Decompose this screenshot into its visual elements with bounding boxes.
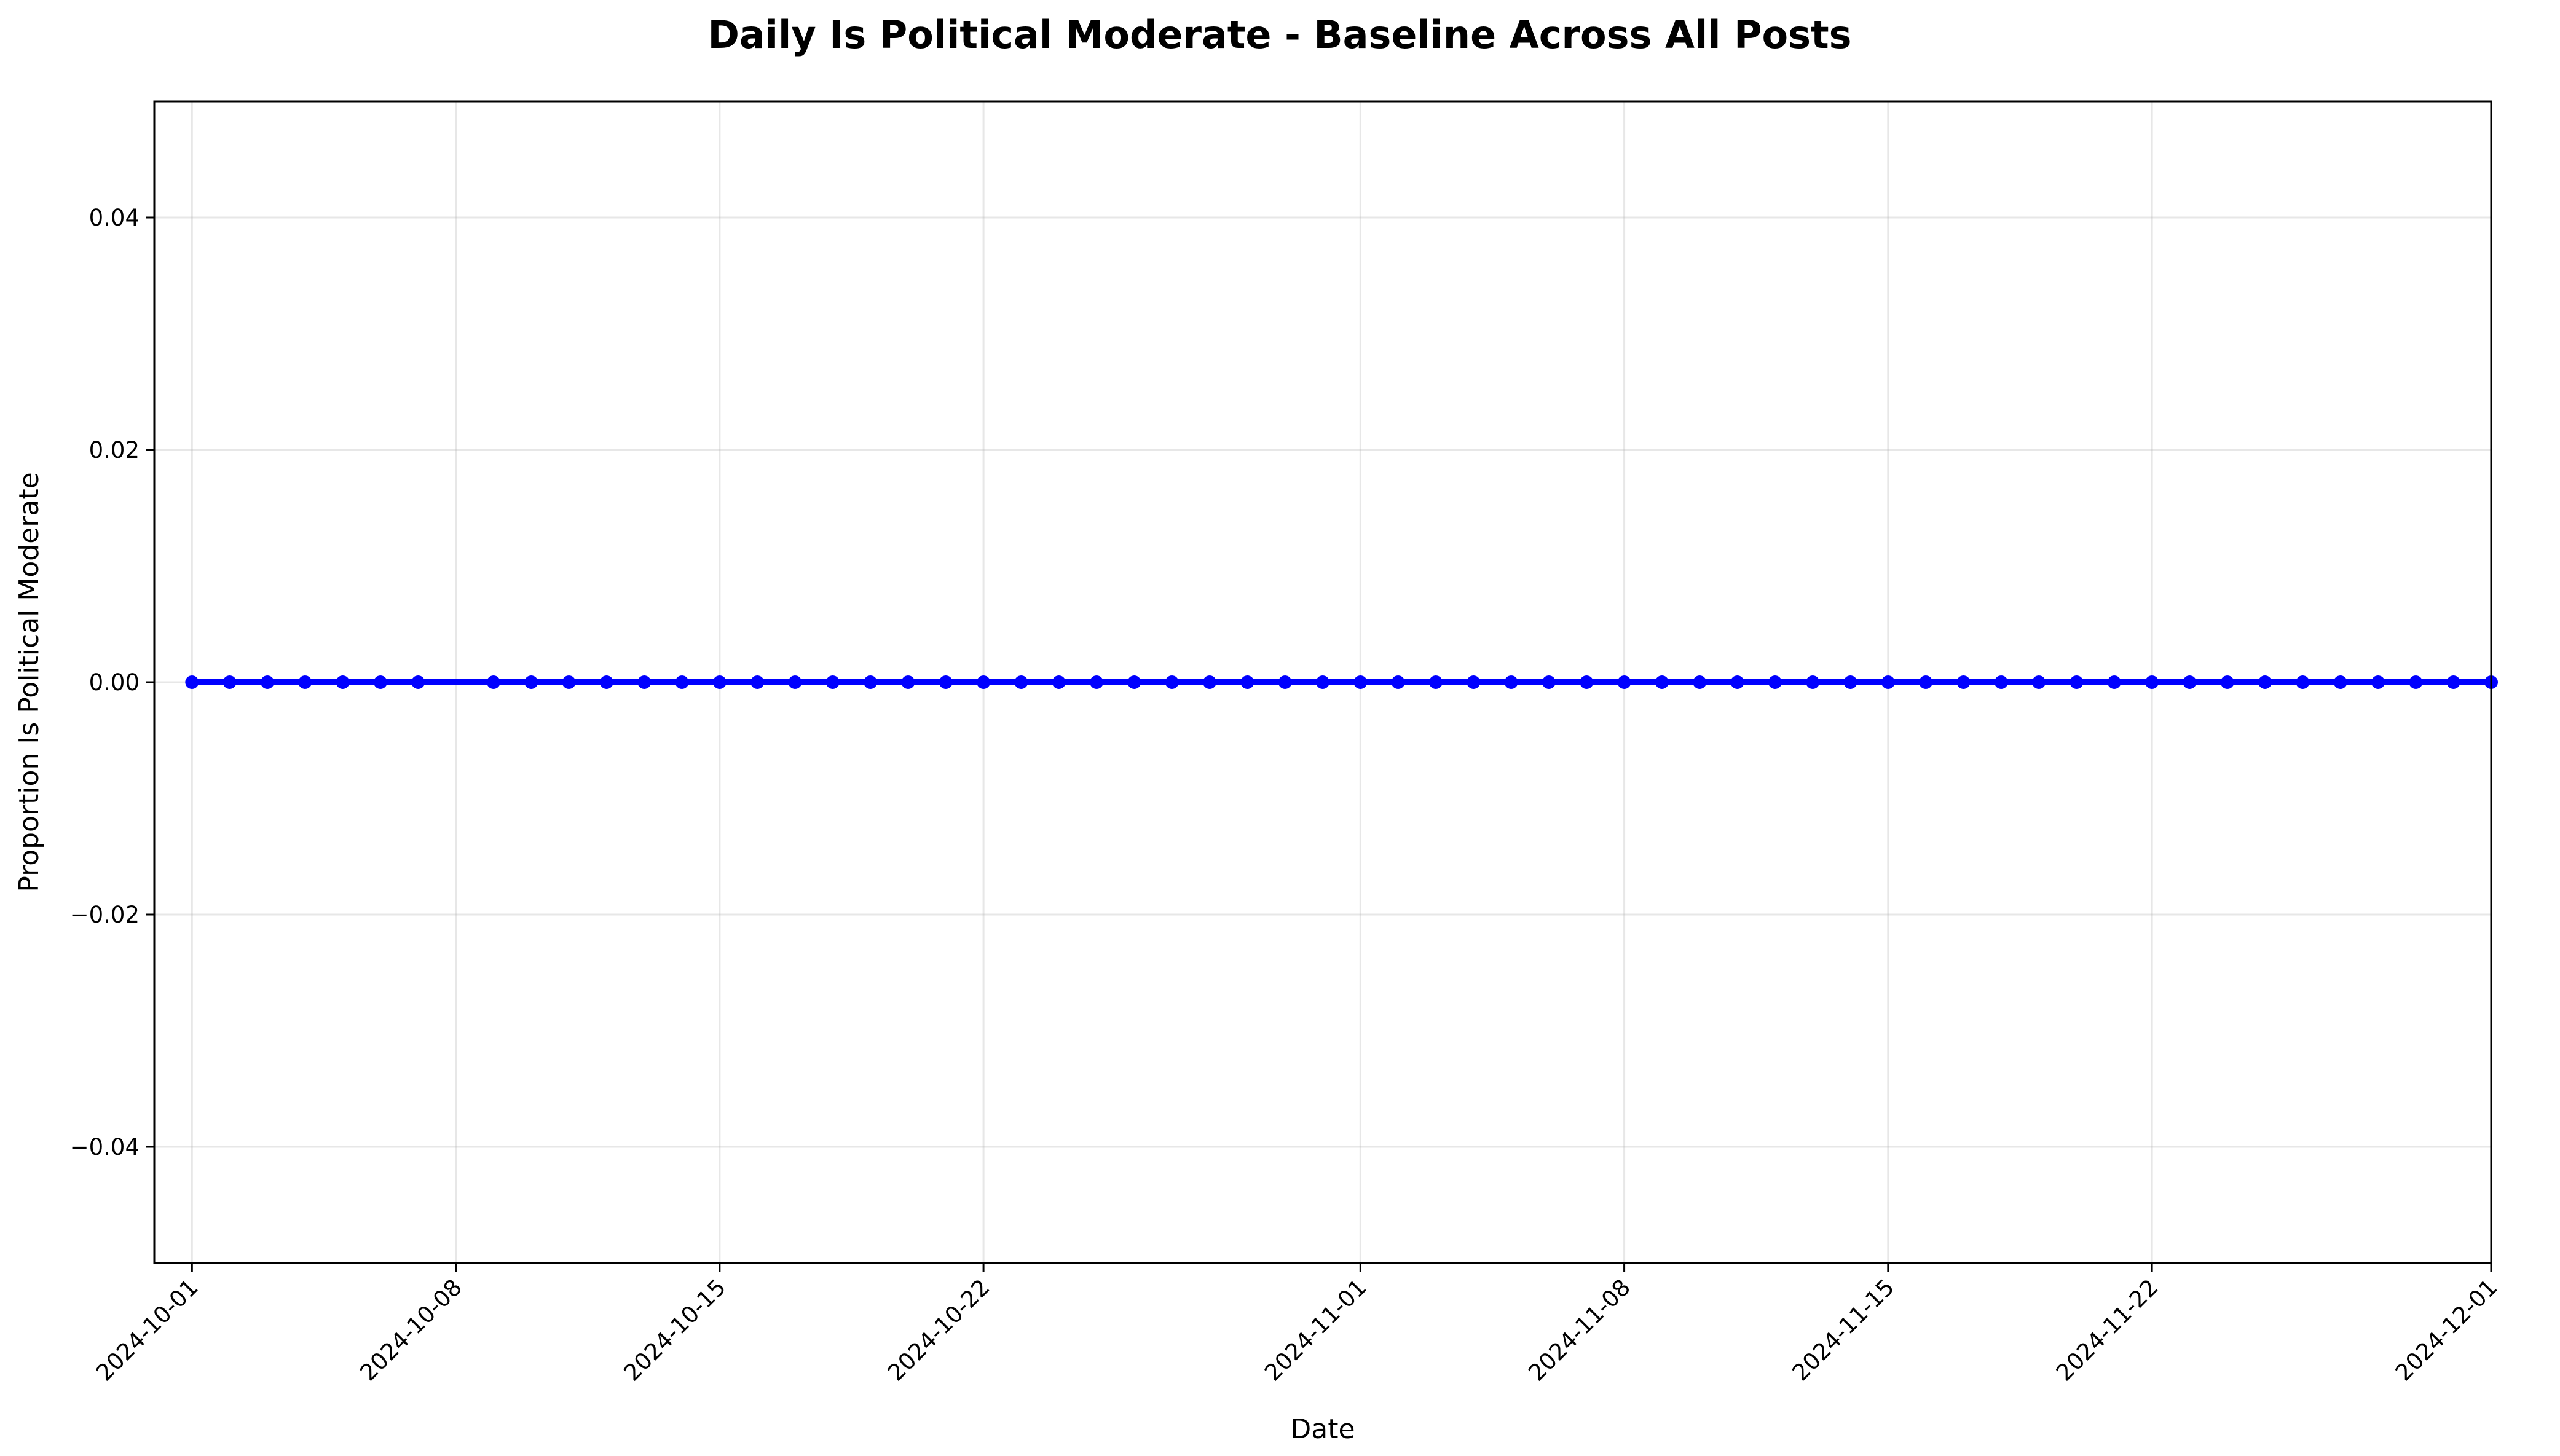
data-point [524, 675, 538, 689]
data-point [1467, 675, 1481, 689]
data-point [675, 675, 689, 689]
data-point [1316, 675, 1329, 689]
data-point [1391, 675, 1405, 689]
data-point [2070, 675, 2084, 689]
x-tick-label: 2024-10-22 [883, 1274, 994, 1386]
data-point [1165, 675, 1179, 689]
data-point [2446, 675, 2460, 689]
data-point [1203, 675, 1217, 689]
series-layer [185, 675, 2498, 689]
data-point [1428, 675, 1443, 689]
data-point [298, 675, 312, 689]
data-point [1843, 675, 1857, 689]
y-tick-label: −0.02 [70, 902, 140, 928]
data-point [1693, 675, 1707, 689]
data-point [1542, 675, 1556, 689]
data-point [2032, 675, 2046, 689]
y-axis-label: Proportion Is Political Moderate [14, 472, 45, 892]
data-point [750, 675, 765, 689]
data-point [2296, 675, 2310, 689]
data-point [1240, 675, 1254, 689]
y-tick-label: 0.02 [89, 437, 140, 463]
data-point [1730, 675, 1744, 689]
x-tick-label: 2024-11-22 [2051, 1274, 2163, 1386]
data-point [1353, 675, 1368, 689]
data-point [2183, 675, 2197, 689]
data-point [788, 675, 802, 689]
chart-title: Daily Is Political Moderate - Baseline A… [707, 12, 1851, 57]
data-point [977, 675, 991, 689]
y-tick-label: 0.04 [89, 205, 140, 231]
data-point [2371, 675, 2385, 689]
tick-layer: 2024-10-01 2024-10-08 2024-10-15 2024-10-22… [70, 205, 2503, 1386]
data-point [1617, 675, 1631, 689]
data-point [1994, 675, 2008, 689]
data-point [1278, 675, 1292, 689]
data-point [1768, 675, 1782, 689]
data-point [486, 675, 500, 689]
data-point [939, 675, 953, 689]
data-point [223, 675, 237, 689]
data-point [864, 675, 878, 689]
data-point [1127, 675, 1141, 689]
data-point [2145, 675, 2159, 689]
data-point [637, 675, 652, 689]
data-point [373, 675, 387, 689]
x-tick-label: 2024-10-01 [91, 1274, 203, 1386]
y-tick-label: 0.00 [89, 669, 140, 696]
x-tick-label: 2024-10-08 [355, 1274, 467, 1386]
data-point [1052, 675, 1066, 689]
data-point [1090, 675, 1104, 689]
data-point [712, 675, 727, 689]
data-point [562, 675, 576, 689]
x-tick-label: 2024-11-08 [1523, 1274, 1635, 1386]
data-point [1014, 675, 1028, 689]
x-tick-label: 2024-11-01 [1259, 1274, 1371, 1386]
data-point [1956, 675, 1971, 689]
data-point [260, 675, 274, 689]
data-point [2258, 675, 2272, 689]
data-point [1806, 675, 1820, 689]
data-point [1580, 675, 1594, 689]
data-point [336, 675, 350, 689]
data-point [2107, 675, 2121, 689]
data-point [1881, 675, 1895, 689]
data-point [2333, 675, 2347, 689]
data-point [1919, 675, 1933, 689]
data-point [2220, 675, 2234, 689]
data-point [185, 675, 199, 689]
data-point [901, 675, 915, 689]
x-tick-label: 2024-10-15 [619, 1274, 731, 1386]
data-point [1504, 675, 1518, 689]
data-point [411, 675, 425, 689]
data-point [2409, 675, 2423, 689]
y-tick-label: −0.04 [70, 1134, 140, 1160]
x-tick-label: 2024-11-15 [1787, 1274, 1899, 1386]
x-tick-label: 2024-12-01 [2390, 1274, 2502, 1386]
data-point [599, 675, 613, 689]
data-point [1655, 675, 1669, 689]
data-point [825, 675, 840, 689]
x-axis-label: Date [1290, 1414, 1355, 1445]
